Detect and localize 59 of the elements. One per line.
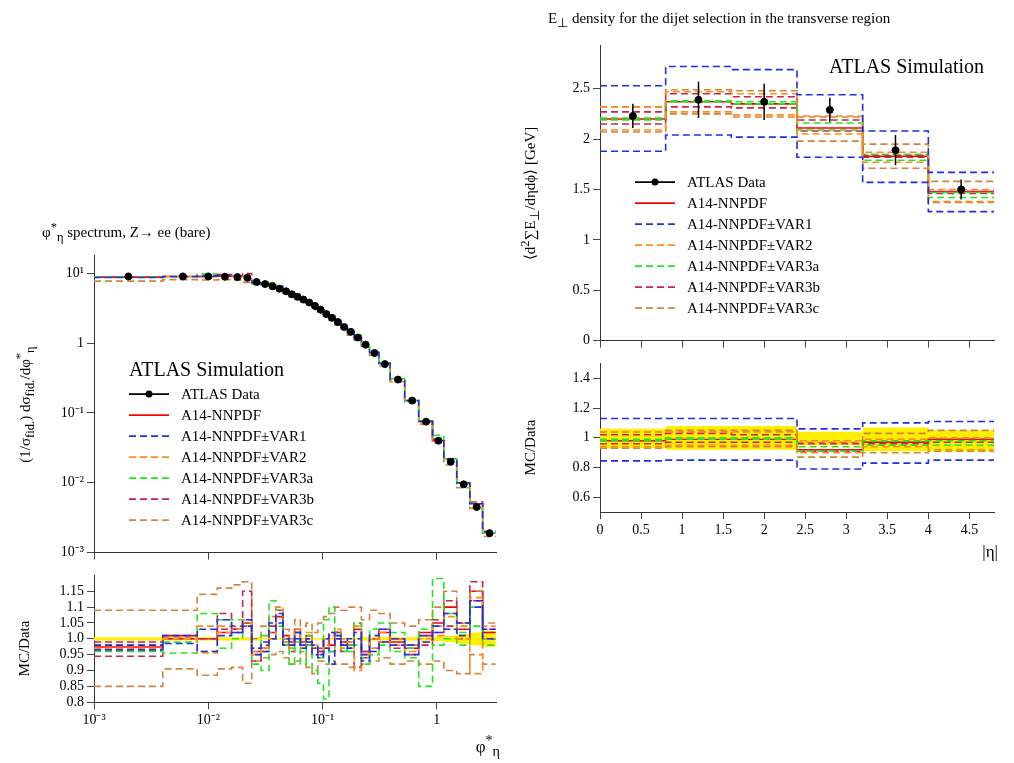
y-tick-label: 0.9 bbox=[66, 662, 84, 678]
y-tick-label: 10⁻³ bbox=[60, 544, 84, 560]
x-tick-label: 10⁻³ bbox=[82, 712, 106, 728]
legend-label: A14-NNPDF±VAR2 bbox=[687, 237, 813, 254]
y-tick-label: 1.4 bbox=[572, 369, 590, 385]
legend-label: A14-NNPDF±VAR3b bbox=[181, 491, 314, 508]
chart-title: φ$^{*}$$_{η}$ spectrum, Z→ ee (bare) bbox=[42, 220, 211, 245]
x-tick-label: 2.5 bbox=[796, 522, 814, 538]
legend-label: A14-NNPDF bbox=[181, 407, 262, 424]
y-tick-label: 2 bbox=[583, 130, 590, 146]
y-tick-label: 0.8 bbox=[66, 693, 84, 709]
legend-label: A14-NNPDF±VAR3c bbox=[687, 300, 820, 317]
y-tick-label: 0.85 bbox=[59, 678, 84, 694]
y-tick-label: 1 bbox=[583, 429, 590, 445]
x-tick-label: 3.5 bbox=[878, 522, 897, 538]
annotation: ATLAS Simulation bbox=[129, 357, 285, 380]
y-tick-label: 1.2 bbox=[572, 399, 590, 415]
y-tick-label: 1.05 bbox=[59, 614, 84, 630]
legend-label: A14-NNPDF±VAR2 bbox=[181, 449, 307, 466]
legend-label: A14-NNPDF±VAR3c bbox=[181, 512, 314, 529]
y-tick-label: 1 bbox=[77, 334, 84, 350]
y-tick-label: 10⁻² bbox=[60, 474, 84, 490]
x-tick-label: 0 bbox=[596, 522, 604, 538]
legend-label: A14-NNPDF±VAR1 bbox=[181, 428, 307, 445]
y-tick-label: 0.95 bbox=[59, 646, 84, 662]
y-tick-label: 0.8 bbox=[572, 459, 590, 475]
x-axis-title: |η| bbox=[982, 542, 998, 562]
legend-label: A14-NNPDF±VAR1 bbox=[687, 216, 813, 233]
y-axis-title: MC/Data bbox=[522, 419, 540, 475]
y-tick-label: 1 bbox=[583, 231, 590, 247]
y-tick-label: 10¹ bbox=[65, 264, 84, 280]
legend-label: ATLAS Data bbox=[687, 174, 767, 191]
y-tick-label: 2.5 bbox=[572, 80, 590, 96]
y-tick-label: 10⁻¹ bbox=[60, 404, 84, 420]
y-tick-label: 1.15 bbox=[59, 582, 84, 598]
legend-label: ATLAS Data bbox=[181, 386, 261, 403]
x-tick-label: 4 bbox=[924, 522, 932, 538]
legend-label: A14-NNPDF±VAR3b bbox=[687, 279, 820, 296]
legend-label: A14-NNPDF±VAR3a bbox=[181, 470, 314, 487]
annotation: ATLAS Simulation bbox=[828, 55, 984, 78]
x-tick-label: 10⁻¹ bbox=[310, 712, 335, 728]
y-tick-label: 0.6 bbox=[572, 488, 590, 504]
y-tick-label: 1.5 bbox=[572, 181, 590, 197]
x-tick-label: 1.5 bbox=[714, 522, 732, 538]
x-tick-label: 0.5 bbox=[632, 522, 650, 538]
y-tick-label: 0 bbox=[583, 332, 590, 348]
y-tick-label: 1.0 bbox=[66, 630, 84, 646]
y-axis-title: MC/Data bbox=[16, 620, 34, 676]
x-tick-label: 10⁻² bbox=[196, 712, 220, 728]
x-tick-label: 1 bbox=[433, 712, 441, 728]
chart-title: E$_{⊥}$ density for the dijet selection in the transverse region bbox=[548, 10, 891, 31]
x-tick-label: 4.5 bbox=[960, 522, 979, 538]
legend-label: A14-NNPDF±VAR3a bbox=[687, 258, 820, 275]
y-tick-label: 0.5 bbox=[572, 281, 590, 297]
x-tick-label: 3 bbox=[842, 522, 850, 538]
x-tick-label: 2 bbox=[760, 522, 768, 538]
x-tick-label: 1 bbox=[678, 522, 686, 538]
y-tick-label: 1.1 bbox=[66, 598, 84, 614]
legend-label: A14-NNPDF bbox=[687, 195, 768, 212]
